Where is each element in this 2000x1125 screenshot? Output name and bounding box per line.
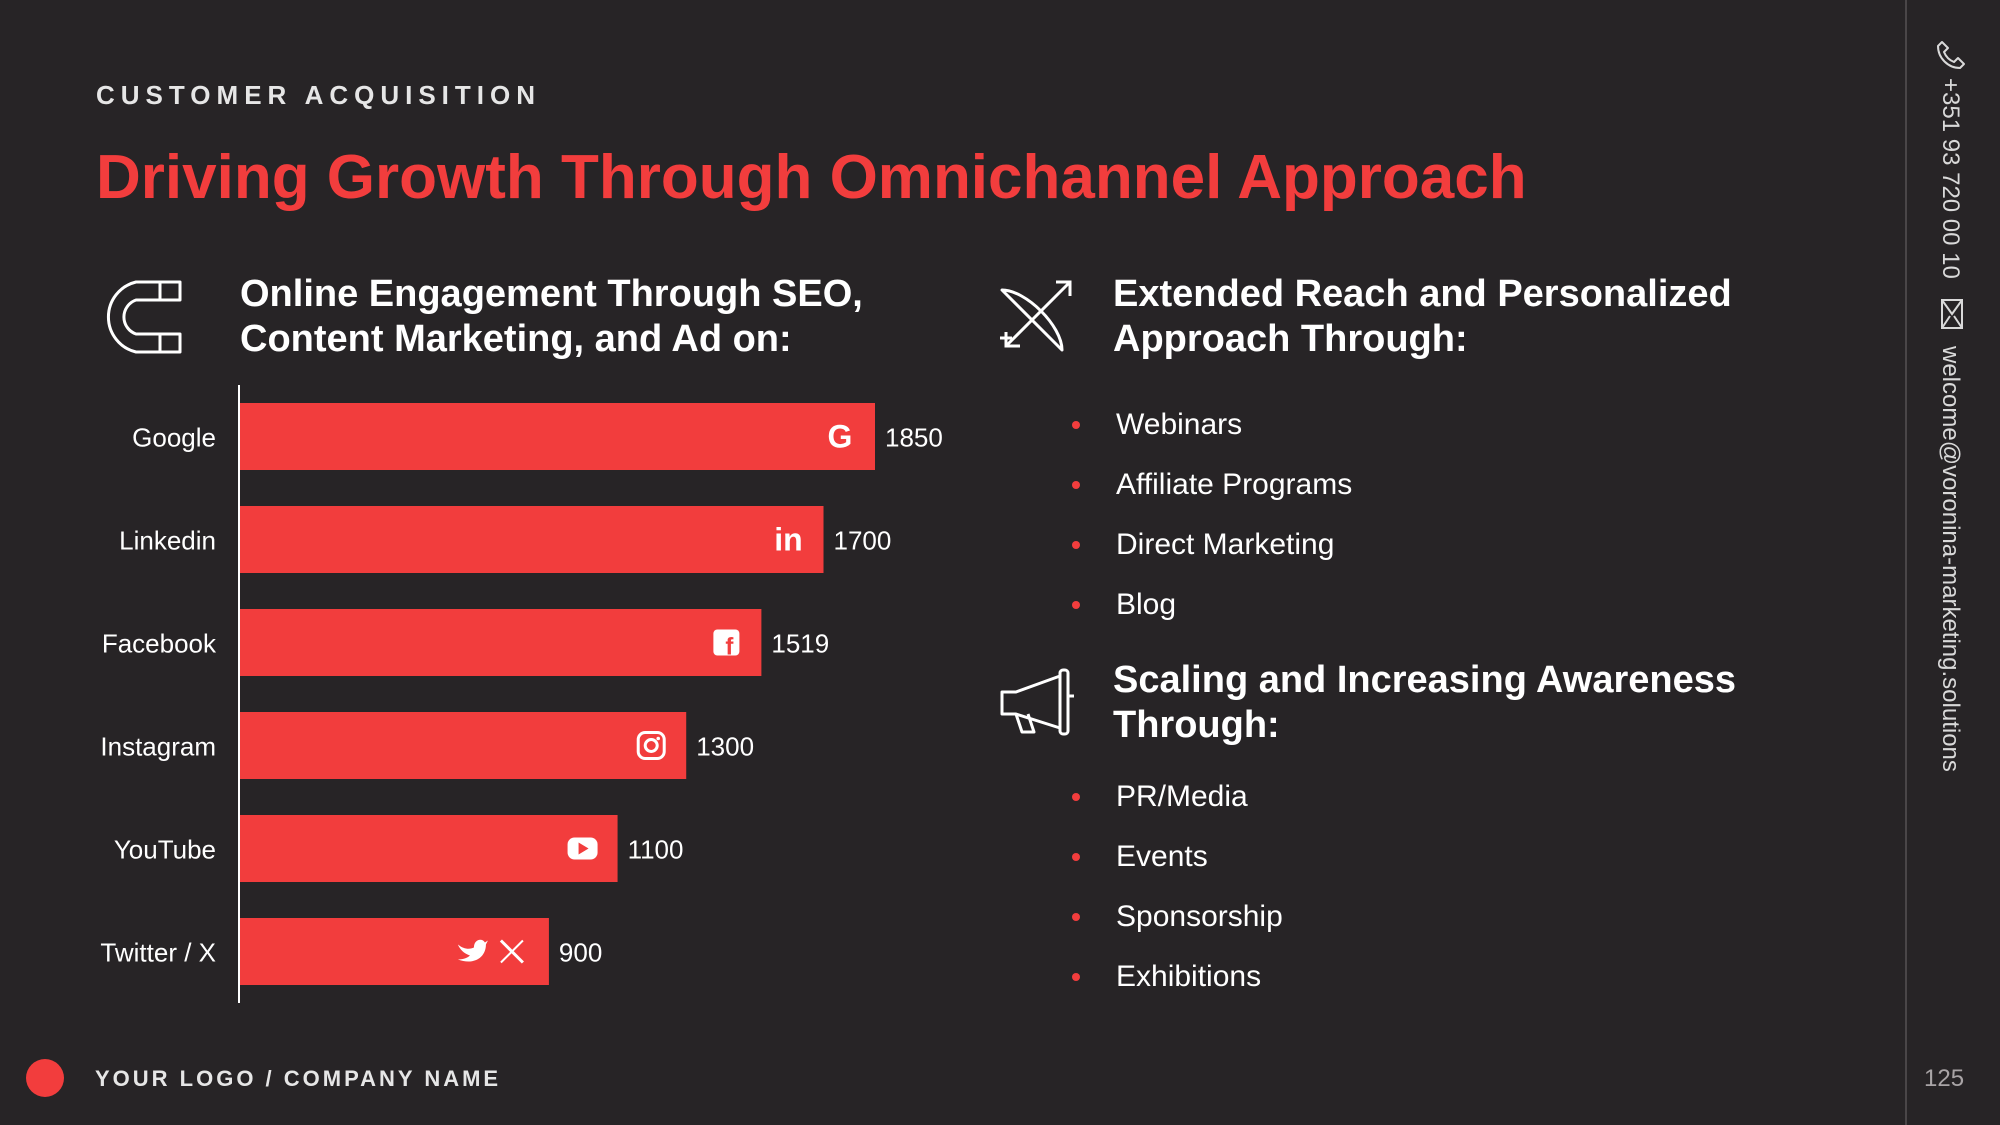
reach-list: Webinars Affiliate Programs Direct Marke…	[1072, 402, 1353, 642]
bullet-dot	[1072, 973, 1080, 981]
data-label: 900	[559, 938, 602, 968]
google-icon-glyph: G	[828, 419, 853, 455]
sidebar-divider	[1905, 0, 1907, 1125]
phone-number[interactable]: +351 93 720 00 10	[1937, 78, 1964, 279]
list-item: Events	[1072, 834, 1283, 894]
bar	[240, 918, 549, 985]
list-item: Exhibitions	[1072, 954, 1283, 1014]
instagram-icon	[636, 731, 666, 760]
awareness-section-heading: Scaling and Increasing Awareness Through…	[1113, 658, 1736, 748]
list-item-label: Direct Marketing	[1116, 528, 1335, 561]
twitter-bird-glyph	[457, 939, 488, 962]
category-label: YouTube	[114, 835, 216, 865]
instagram-icon-dot	[656, 736, 661, 741]
online-heading-line-2: Content Marketing, and Ad on:	[240, 318, 792, 360]
list-item: Blog	[1072, 582, 1352, 642]
magnet-icon	[106, 280, 182, 354]
channel-bar-chart: Google G 1850 Linkedin in 1700 Facebook f 1519 In…	[100, 385, 943, 1003]
company-name: YOUR LOGO / COMPANY NAME	[95, 1066, 502, 1091]
online-heading-line-1: Online Engagement Through SEO,	[240, 273, 863, 315]
facebook-icon-box	[713, 629, 740, 656]
data-label: 1300	[696, 732, 754, 762]
awareness-heading-line-2: Through:	[1113, 704, 1280, 746]
youtube-icon-play	[578, 842, 589, 855]
x-logo-stroke-b	[500, 939, 524, 964]
list-item-label: Events	[1116, 840, 1208, 873]
data-label: 1850	[885, 423, 943, 453]
list-item: Direct Marketing	[1072, 522, 1352, 582]
reach-heading-line-1: Extended Reach and Personalized	[1113, 273, 1732, 315]
bullet-dot	[1072, 793, 1080, 801]
bar	[240, 815, 618, 882]
list-item-label: Sponsorship	[1116, 900, 1283, 933]
facebook-icon-glyph: f	[725, 634, 734, 661]
list-item-label: Webinars	[1116, 408, 1243, 441]
data-label: 1519	[771, 629, 829, 659]
bar	[240, 506, 824, 573]
page-number: 125	[1924, 1065, 1965, 1092]
facebook-icon: f	[713, 629, 740, 661]
list-item: Webinars	[1072, 402, 1352, 462]
list-item-label: Affiliate Programs	[1116, 468, 1353, 501]
list-item-label: PR/Media	[1116, 780, 1248, 813]
list-item: Affiliate Programs	[1072, 462, 1353, 522]
data-label: 1100	[628, 835, 684, 865]
bullet-dot	[1072, 601, 1080, 609]
bullet-dot	[1072, 853, 1080, 861]
list-item-label: Blog	[1116, 588, 1177, 621]
logo-mark	[26, 1059, 64, 1097]
awareness-heading-line-1: Scaling and Increasing Awareness	[1113, 659, 1737, 701]
section-eyebrow: CUSTOMER ACQUISITION	[96, 80, 542, 110]
data-label: 1700	[834, 526, 892, 556]
bow-arrow-icon	[1000, 280, 1072, 352]
instagram-icon-lens	[643, 738, 659, 753]
instagram-icon-frame	[636, 731, 666, 760]
category-label: Facebook	[102, 629, 217, 659]
list-item-label: Exhibitions	[1116, 960, 1262, 993]
reach-section-heading: Extended Reach and Personalized Approach…	[1113, 272, 1732, 362]
category-label: Twitter / X	[100, 938, 216, 968]
envelope-icon	[1941, 299, 1963, 329]
google-icon: G	[828, 419, 853, 455]
reach-heading-line-2: Approach Through:	[1113, 318, 1468, 360]
bullet-dot	[1072, 421, 1080, 429]
category-label: Instagram	[100, 732, 216, 762]
category-label: Linkedin	[119, 526, 216, 556]
bullet-dot	[1072, 541, 1080, 549]
list-item: Sponsorship	[1072, 894, 1283, 954]
list-item: PR/Media	[1072, 774, 1283, 834]
awareness-list: PR/Media Events Sponsorship Exhibitions	[1072, 774, 1283, 1014]
bar	[240, 712, 687, 779]
online-section-heading: Online Engagement Through SEO, Content M…	[240, 272, 863, 362]
category-label: Google	[132, 423, 216, 453]
bullet-dot	[1072, 913, 1080, 921]
linkedin-icon-glyph: in	[774, 522, 802, 558]
phone-icon	[1937, 41, 1965, 69]
bar	[240, 609, 762, 676]
page-title: Driving Growth Through Omnichannel Appro…	[96, 143, 1527, 212]
linkedin-icon: in	[774, 522, 802, 558]
megaphone-icon	[1000, 668, 1074, 736]
email-address[interactable]: welcome@voronina-marketing.solutions	[1937, 346, 1964, 772]
bar	[240, 403, 875, 470]
twitter-x-icon	[457, 939, 524, 964]
bullet-dot	[1072, 481, 1080, 489]
youtube-icon	[567, 837, 598, 860]
